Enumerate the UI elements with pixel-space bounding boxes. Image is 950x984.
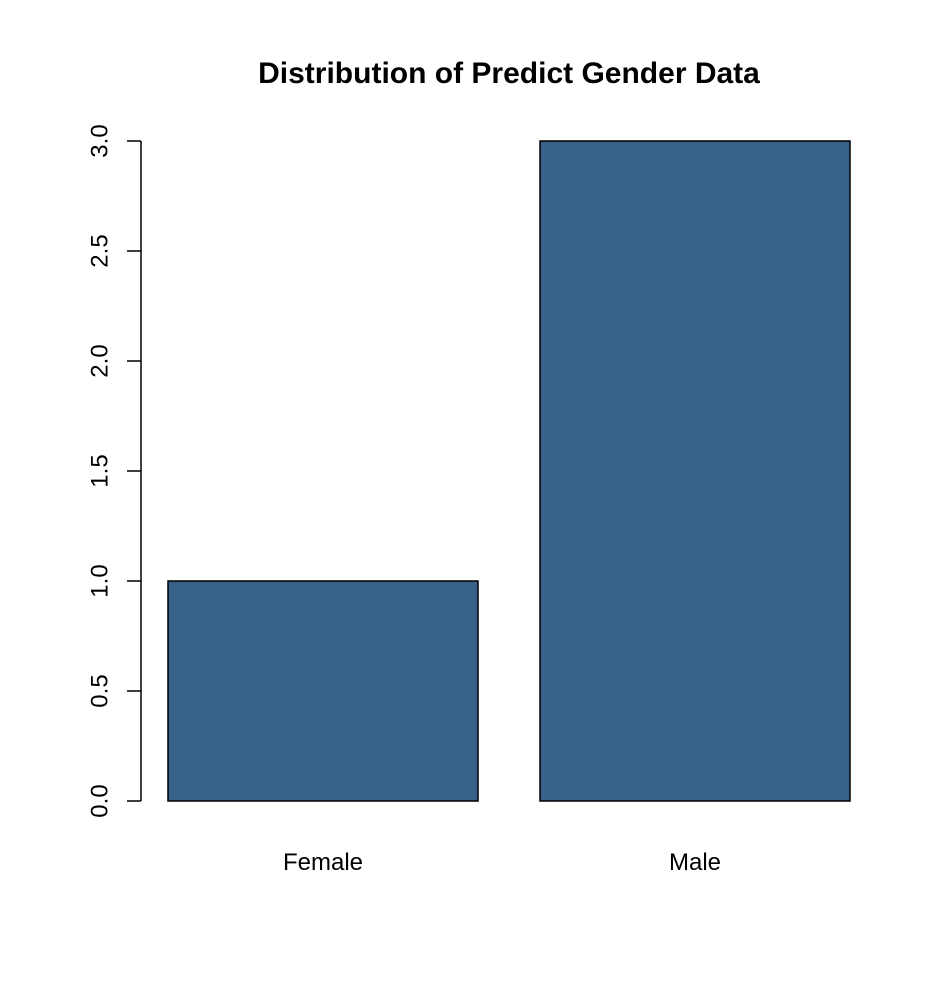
bars bbox=[167, 140, 851, 802]
x-label-male: Male bbox=[669, 849, 721, 876]
y-tick-label: 1.0 bbox=[87, 564, 114, 597]
y-tick-label: 2.5 bbox=[87, 234, 114, 267]
y-tick-label: 2.0 bbox=[87, 344, 114, 377]
x-axis-labels: Female Male bbox=[283, 849, 721, 876]
x-label-female: Female bbox=[283, 849, 363, 876]
bar-female bbox=[167, 580, 479, 802]
y-tick-label: 0.0 bbox=[87, 784, 114, 817]
chart-title: Distribution of Predict Gender Data bbox=[258, 57, 760, 90]
bar-male bbox=[539, 140, 851, 802]
y-axis-ticks: 0.0 0.5 1.0 1.5 2.0 2.5 3.0 bbox=[87, 124, 141, 818]
y-tick-label: 1.5 bbox=[87, 454, 114, 487]
y-tick-label: 0.5 bbox=[87, 674, 114, 707]
y-tick-label: 3.0 bbox=[87, 124, 114, 157]
